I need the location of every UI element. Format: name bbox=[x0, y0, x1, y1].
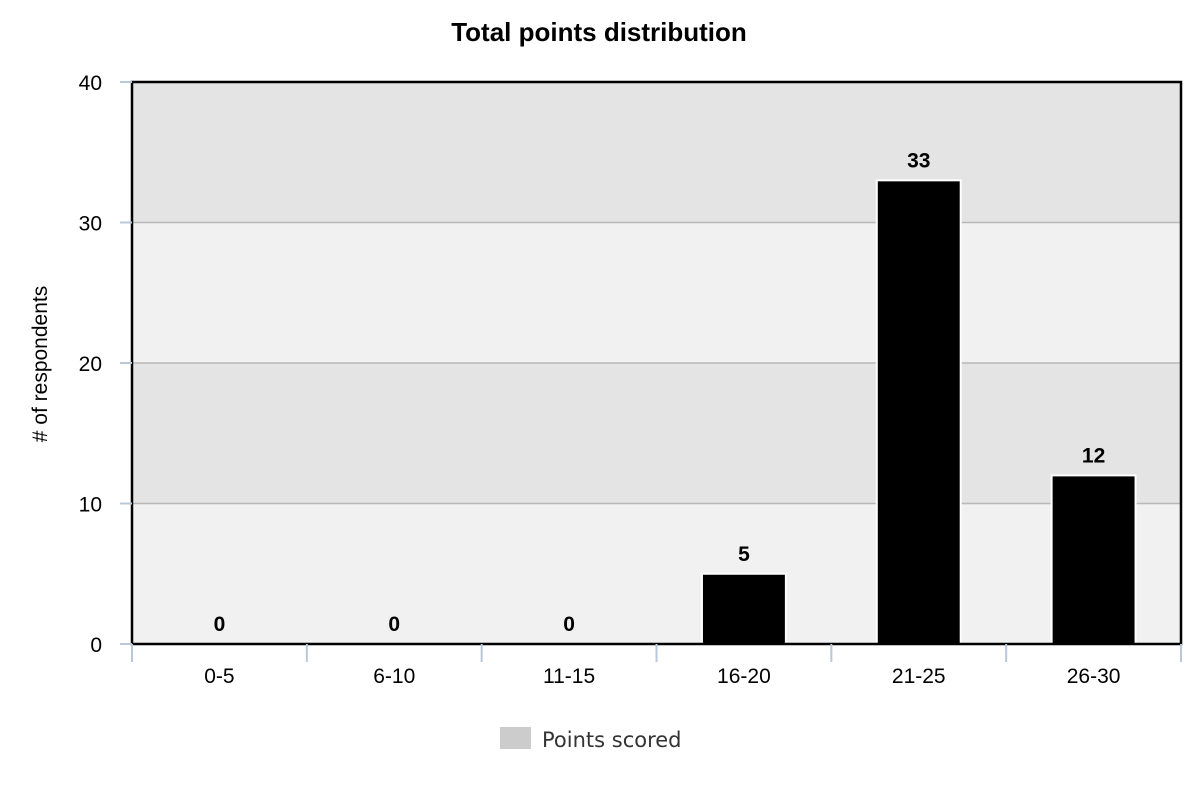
gridlines bbox=[132, 221, 1181, 505]
data-label: 33 bbox=[907, 149, 930, 172]
y-tick-label: 20 bbox=[79, 353, 102, 376]
data-labels: 0 0 0 5 33 12 bbox=[214, 149, 1106, 636]
y-axis-label: # of respondents bbox=[29, 286, 52, 442]
bar[interactable] bbox=[875, 179, 962, 645]
x-tick-label: 0-5 bbox=[204, 665, 234, 688]
x-axis-ticks: 0-5 6-10 11-15 16-20 21-25 26-30 bbox=[131, 644, 1182, 688]
bars bbox=[700, 179, 1137, 645]
y-axis-ticks: 0 10 20 30 40 bbox=[79, 72, 132, 657]
data-label: 0 bbox=[214, 613, 226, 636]
y-tick-label: 40 bbox=[79, 72, 102, 95]
x-tick-label: 21-25 bbox=[892, 665, 946, 688]
plot-band bbox=[132, 222, 1181, 363]
x-tick-label: 6-10 bbox=[373, 665, 415, 688]
bar[interactable] bbox=[700, 572, 787, 645]
legend-swatch[interactable] bbox=[500, 727, 531, 749]
data-label: 0 bbox=[563, 613, 575, 636]
legend-label[interactable]: Points scored bbox=[542, 728, 682, 752]
chart-title: Total points distribution bbox=[451, 17, 747, 47]
bar[interactable] bbox=[1050, 474, 1137, 645]
x-tick-label: 26-30 bbox=[1067, 665, 1121, 688]
plot-band bbox=[132, 82, 1181, 223]
x-tick-label: 16-20 bbox=[717, 665, 771, 688]
data-label: 5 bbox=[738, 543, 750, 566]
y-tick-label: 0 bbox=[90, 634, 102, 657]
data-label: 12 bbox=[1082, 444, 1105, 467]
y-tick-label: 10 bbox=[79, 494, 102, 517]
plot-band bbox=[132, 503, 1181, 644]
legend[interactable]: Points scored bbox=[500, 727, 682, 752]
x-tick-label: 11-15 bbox=[543, 665, 595, 688]
plot-band bbox=[132, 363, 1181, 504]
data-label: 0 bbox=[388, 613, 400, 636]
plot-background bbox=[132, 82, 1181, 644]
y-tick-label: 30 bbox=[79, 213, 102, 236]
